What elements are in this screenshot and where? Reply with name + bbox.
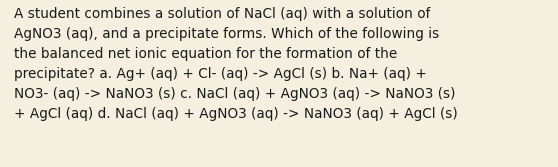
Text: A student combines a solution of NaCl (aq) with a solution of
AgNO3 (aq), and a : A student combines a solution of NaCl (a… [14, 7, 458, 121]
